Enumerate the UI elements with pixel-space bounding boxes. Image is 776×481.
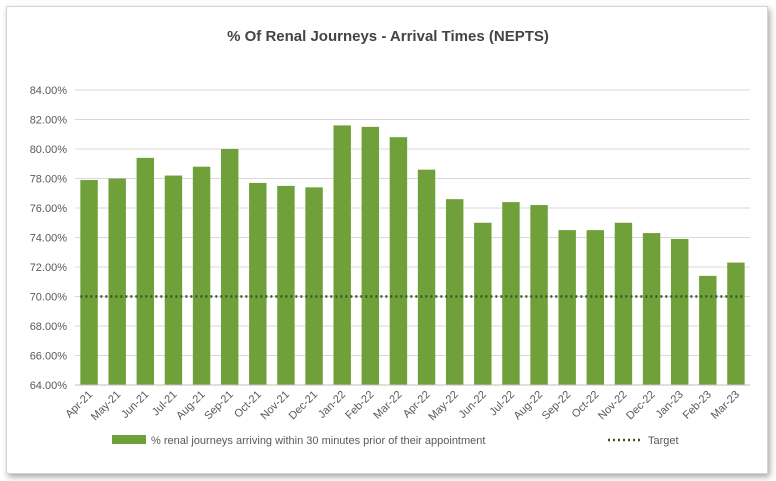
y-tick-label: 70.00% <box>30 292 68 304</box>
bar <box>108 178 126 385</box>
legend: % renal journeys arriving within 30 minu… <box>112 435 679 447</box>
bar <box>417 169 436 385</box>
x-tick-label: Nov-22 <box>596 389 630 423</box>
x-tick-label: Sep-21 <box>202 389 236 423</box>
bar <box>361 126 380 385</box>
bar <box>445 199 464 385</box>
y-tick-label: 66.00% <box>30 351 68 363</box>
bar <box>164 175 183 385</box>
x-axis-ticks: Apr-21May-21Jun-21Jul-21Aug-21Sep-21Oct-… <box>63 389 742 423</box>
x-tick-label: May-21 <box>89 389 123 423</box>
bar <box>277 185 295 385</box>
bar <box>727 262 745 385</box>
bar <box>389 137 408 385</box>
bar <box>192 166 211 385</box>
y-tick-label: 82.00% <box>30 115 68 127</box>
bar <box>136 157 155 385</box>
y-tick-label: 76.00% <box>30 203 68 215</box>
x-tick-label: Jan-23 <box>654 389 686 421</box>
bar <box>305 187 323 385</box>
bar <box>642 233 661 385</box>
y-tick-label: 72.00% <box>30 262 68 274</box>
x-tick-label: Aug-22 <box>512 389 546 423</box>
x-tick-label: Feb-22 <box>343 389 376 422</box>
x-tick-label: Aug-21 <box>174 389 208 423</box>
bars <box>80 125 745 386</box>
y-tick-label: 80.00% <box>30 144 68 156</box>
bar <box>670 238 689 385</box>
bar <box>220 149 239 385</box>
y-tick-label: 68.00% <box>30 321 68 333</box>
y-tick-label: 84.00% <box>30 85 68 97</box>
x-tick-label: Mar-23 <box>709 389 742 422</box>
chart-frame <box>6 6 768 474</box>
bar <box>474 222 492 385</box>
x-tick-label: Mar-22 <box>371 389 404 422</box>
bar <box>558 230 576 385</box>
bar <box>699 275 717 385</box>
bar <box>249 182 267 385</box>
x-tick-label: Jun-22 <box>457 389 489 421</box>
y-tick-label: 78.00% <box>30 174 68 186</box>
bar <box>586 230 605 385</box>
legend-target-label: Target <box>648 435 679 447</box>
y-tick-label: 74.00% <box>30 233 68 245</box>
x-tick-label: Jan-22 <box>316 389 348 421</box>
bar <box>502 202 520 385</box>
x-tick-label: Sep-22 <box>540 389 574 423</box>
y-axis-ticks: 64.00% 66.00% 68.00% 70.00% 72.00% 74.00% 76.0… <box>30 85 68 392</box>
bar <box>530 205 548 385</box>
bar <box>80 179 98 385</box>
x-tick-label: Jun-21 <box>119 389 151 421</box>
legend-bar-label: % renal journeys arriving within 30 minu… <box>151 435 485 447</box>
bar <box>614 222 633 385</box>
x-tick-label: Nov-21 <box>258 389 292 423</box>
x-tick-label: Dec-21 <box>287 389 321 423</box>
x-tick-label: May-22 <box>426 389 460 423</box>
gridlines <box>75 89 750 356</box>
x-tick-label: Feb-23 <box>681 389 714 422</box>
bar <box>333 125 351 386</box>
chart-title: % Of Renal Journeys - Arrival Times (NEP… <box>227 28 549 45</box>
legend-bar-swatch <box>112 435 146 444</box>
y-tick-label: 64.00% <box>30 380 68 392</box>
x-tick-label: Dec-22 <box>624 389 658 423</box>
